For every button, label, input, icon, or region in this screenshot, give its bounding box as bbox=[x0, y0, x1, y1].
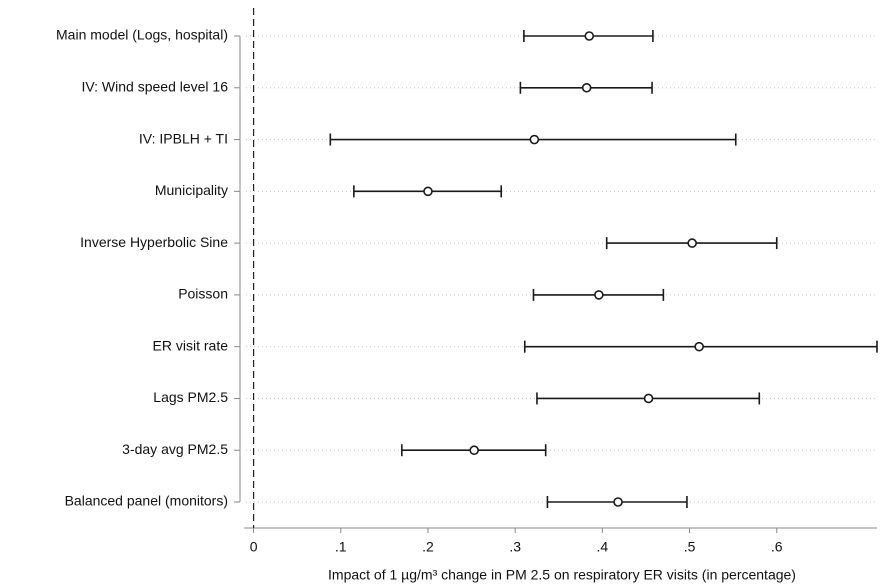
x-axis-label: Impact of 1 µg/m³ change in PM 2.5 on re… bbox=[328, 567, 796, 583]
point-estimate bbox=[423, 186, 433, 197]
point-estimate bbox=[584, 31, 595, 41]
y-tick-label: IV: IPBLH + TI bbox=[139, 130, 228, 146]
y-tick-label: Poisson bbox=[178, 286, 228, 302]
y-tick-label: Lags PM2.5 bbox=[153, 389, 228, 405]
x-tick-label: .3 bbox=[509, 539, 521, 555]
x-tick-label: .5 bbox=[684, 539, 696, 555]
y-tick-label: Main model (Logs, hospital) bbox=[56, 27, 228, 43]
y-tick-label: Balanced panel (monitors) bbox=[65, 493, 228, 509]
point-estimate bbox=[581, 82, 592, 93]
y-tick-label: ER visit rate bbox=[153, 337, 229, 353]
point-estimate bbox=[469, 445, 479, 456]
point-estimate bbox=[529, 134, 540, 145]
x-tick-label: 0 bbox=[250, 539, 258, 555]
point-estimate bbox=[613, 497, 623, 507]
point-estimate bbox=[694, 341, 704, 352]
y-tick-label: 3-day avg PM2.5 bbox=[122, 441, 228, 457]
y-tick-label: Municipality bbox=[155, 182, 228, 198]
y-tick-label: Inverse Hyperbolic Sine bbox=[80, 234, 228, 250]
y-tick-label: IV: Wind speed level 16 bbox=[81, 78, 228, 94]
x-tick-label: .2 bbox=[422, 539, 434, 555]
x-tick-label: .6 bbox=[771, 539, 783, 555]
point-estimate bbox=[594, 290, 604, 300]
x-tick-label: .4 bbox=[597, 539, 609, 555]
x-tick-label: .1 bbox=[335, 539, 347, 555]
point-estimate bbox=[687, 238, 697, 248]
point-estimate bbox=[643, 393, 654, 404]
